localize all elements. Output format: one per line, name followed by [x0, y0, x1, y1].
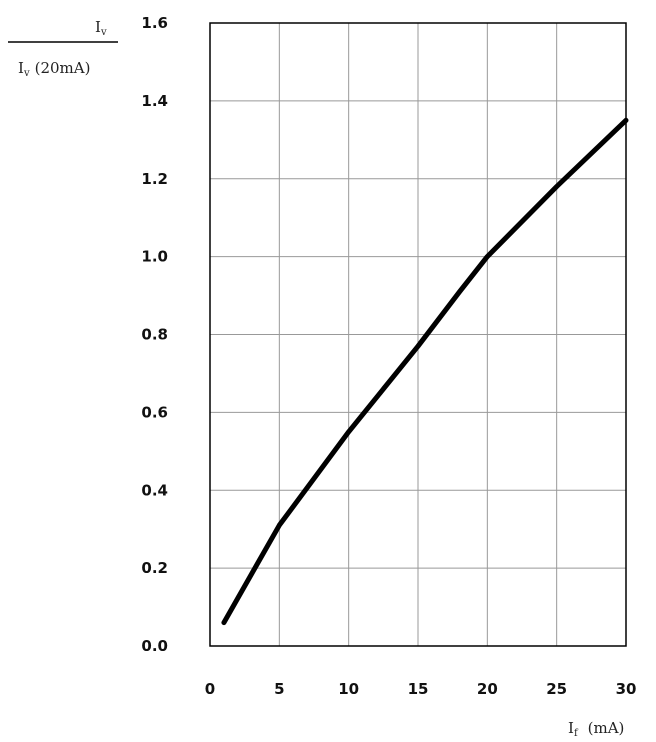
x-tick-label: 0 [205, 680, 215, 698]
grid-layer [210, 23, 626, 646]
x-tick-label: 5 [274, 680, 284, 698]
y-label-denominator: Iv (20mA) [18, 59, 90, 79]
x-axis-label: If (mA) [568, 719, 624, 739]
y-tick-labels: 0.0 0.2 0.4 0.6 0.8 1.0 1.2 1.4 1.6 [141, 14, 168, 655]
y-tick-label: 0.0 [141, 637, 168, 655]
y-axis-label: Iv Iv (20mA) [8, 18, 118, 79]
y-tick-label: 0.2 [141, 559, 168, 577]
y-tick-label: 0.4 [141, 481, 168, 499]
plot-frame [209, 22, 627, 647]
plot-border [209, 22, 627, 647]
x-tick-label: 20 [477, 680, 498, 698]
y-tick-label: 1.6 [141, 14, 168, 32]
x-tick-labels: 0 5 10 15 20 25 30 [205, 680, 637, 698]
y-tick-label: 1.0 [141, 248, 168, 266]
series-line-0 [221, 117, 629, 626]
x-tick-label: 30 [616, 680, 637, 698]
x-tick-label: 15 [408, 680, 429, 698]
x-tick-label: 25 [546, 680, 567, 698]
y-tick-label: 0.6 [141, 403, 168, 421]
y-tick-label: 1.4 [141, 92, 168, 110]
series-layer [221, 117, 629, 626]
y-tick-label: 1.2 [141, 170, 168, 188]
y-label-numerator: Iv [95, 18, 107, 38]
x-label: If (mA) [568, 719, 624, 739]
x-tick-label: 10 [338, 680, 359, 698]
y-tick-label: 0.8 [141, 326, 168, 344]
